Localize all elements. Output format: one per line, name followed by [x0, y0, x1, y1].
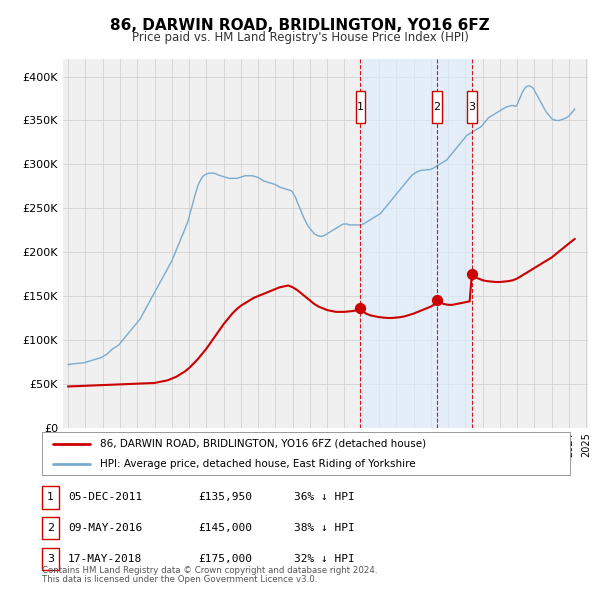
Bar — [432, 91, 442, 123]
Text: 17-MAY-2018: 17-MAY-2018 — [68, 554, 142, 563]
Text: HPI: Average price, detached house, East Riding of Yorkshire: HPI: Average price, detached house, East… — [100, 459, 416, 469]
Text: £175,000: £175,000 — [198, 554, 252, 563]
Text: 86, DARWIN ROAD, BRIDLINGTON, YO16 6FZ: 86, DARWIN ROAD, BRIDLINGTON, YO16 6FZ — [110, 18, 490, 32]
Text: 86, DARWIN ROAD, BRIDLINGTON, YO16 6FZ (detached house): 86, DARWIN ROAD, BRIDLINGTON, YO16 6FZ (… — [100, 439, 426, 449]
Text: Price paid vs. HM Land Registry's House Price Index (HPI): Price paid vs. HM Land Registry's House … — [131, 31, 469, 44]
Text: 36% ↓ HPI: 36% ↓ HPI — [294, 493, 355, 502]
Bar — [356, 91, 365, 123]
Bar — [467, 91, 476, 123]
Text: 1: 1 — [357, 102, 364, 112]
Text: £145,000: £145,000 — [198, 523, 252, 533]
Text: 38% ↓ HPI: 38% ↓ HPI — [294, 523, 355, 533]
Point — [432, 296, 442, 305]
Bar — [361, 59, 472, 428]
Point — [467, 270, 476, 279]
Text: 3: 3 — [47, 554, 54, 563]
Text: 09-MAY-2016: 09-MAY-2016 — [68, 523, 142, 533]
Text: £135,950: £135,950 — [198, 493, 252, 502]
Point — [356, 304, 365, 313]
Text: 05-DEC-2011: 05-DEC-2011 — [68, 493, 142, 502]
Text: 32% ↓ HPI: 32% ↓ HPI — [294, 554, 355, 563]
Text: 1: 1 — [47, 493, 54, 502]
Text: This data is licensed under the Open Government Licence v3.0.: This data is licensed under the Open Gov… — [42, 575, 317, 584]
Text: 2: 2 — [433, 102, 440, 112]
Text: 3: 3 — [468, 102, 475, 112]
Text: 2: 2 — [47, 523, 54, 533]
Text: Contains HM Land Registry data © Crown copyright and database right 2024.: Contains HM Land Registry data © Crown c… — [42, 566, 377, 575]
